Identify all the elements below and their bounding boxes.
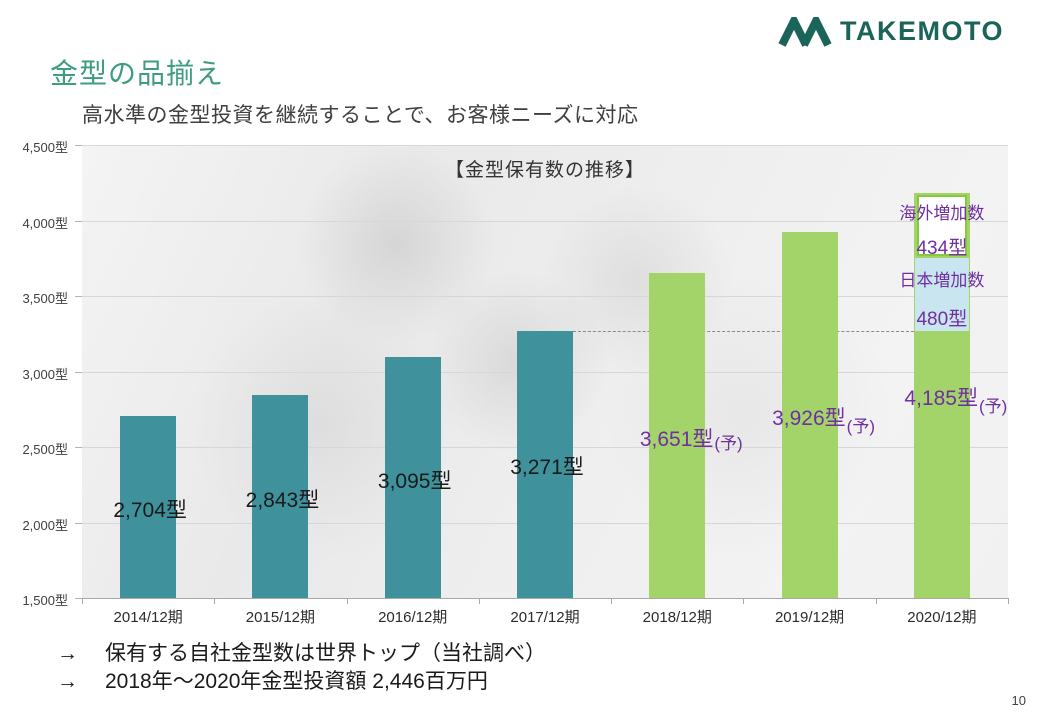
bar-value-label: 3,651型(予) xyxy=(640,423,743,453)
y-axis-tick xyxy=(75,296,82,297)
gridline-4000 xyxy=(82,220,1008,222)
x-axis-tick xyxy=(82,598,83,604)
bar-value-text: 2,843型 xyxy=(245,488,320,512)
x-axis-tick xyxy=(1008,598,1009,604)
chart-title: 【金型保有数の推移】 xyxy=(444,160,645,181)
page-title: 金型の品揃え xyxy=(50,58,225,89)
bar-value-label: 2,843型 xyxy=(246,484,320,514)
x-axis-label: 2019/12期 xyxy=(774,609,845,626)
x-axis-line xyxy=(82,598,1008,599)
x-axis-tick xyxy=(214,598,216,604)
bullet-world-top: → 保有する自社金型数は世界トップ（当社調べ） xyxy=(57,640,546,668)
takemoto-logo: TAKEMOTO xyxy=(778,16,1004,47)
bar-value-text: 3,271型 xyxy=(510,456,584,480)
x-axis-label: 2016/12期 xyxy=(378,609,448,626)
x-axis-tick xyxy=(743,598,745,604)
forecast-suffix: (予) xyxy=(714,433,743,453)
y-axis-tick xyxy=(75,145,82,146)
x-axis-label: 2015/12期 xyxy=(245,609,316,626)
y-axis-label: 1,500型 xyxy=(22,593,68,608)
y-axis-label: 4,500型 xyxy=(22,140,68,155)
y-axis-label: 3,000型 xyxy=(22,366,68,382)
annotation-label: 日本増加数 xyxy=(899,270,985,290)
bullet-investment: → 2018年～2020年金型投資額 2,446百万円 xyxy=(57,668,546,696)
bar-value-text: 3,095型 xyxy=(377,469,452,493)
bullet-investment-text: 2018年～2020年金型投資額 2,446百万円 xyxy=(105,670,488,693)
annotation-value: 434型 xyxy=(916,237,968,259)
bar-value-label: 3,926型(予) xyxy=(772,402,875,436)
dashed-reference-line xyxy=(573,330,914,332)
y-axis-label: 3,500型 xyxy=(22,291,68,306)
x-axis-label: 2020/12期 xyxy=(907,609,977,626)
bullet-world-top-text: 保有する自社金型数は世界トップ（当社調べ） xyxy=(105,642,546,665)
y-axis-tick xyxy=(75,598,82,599)
bar-value-label: 3,095型 xyxy=(378,465,452,495)
bar-2019/12期 xyxy=(781,231,838,598)
annotation-label: 海外増加数 xyxy=(899,203,985,223)
x-axis-label: 2017/12期 xyxy=(510,609,580,626)
gridline-4500 xyxy=(82,145,1008,146)
x-axis-label: 2018/12期 xyxy=(642,609,712,626)
x-axis-tick xyxy=(478,598,480,604)
footer-bullets: → 保有する自社金型数は世界トップ（当社調べ） → 2018年～2020年金型投… xyxy=(57,640,546,696)
bar-2014/12期 xyxy=(120,416,177,598)
arrow-icon: → xyxy=(57,642,78,665)
y-axis-label: 2,000型 xyxy=(22,517,68,533)
bar-value-text: 3,651型 xyxy=(639,427,714,451)
bar-2018/12期 xyxy=(649,273,706,598)
y-axis-tick xyxy=(75,522,82,524)
bar-value-label: 3,271型 xyxy=(510,451,584,481)
bar-2017/12期 xyxy=(517,330,573,598)
bar-value-label: 4,185型(予) xyxy=(904,382,1007,416)
x-axis-label: 2014/12期 xyxy=(113,609,183,626)
forecast-suffix: (予) xyxy=(846,416,876,436)
bar-value-text: 3,926型 xyxy=(772,406,846,430)
annotation-value: 480型 xyxy=(916,308,968,330)
takemoto-logo-text: TAKEMOTO xyxy=(840,16,1004,46)
page-number: 10 xyxy=(1011,693,1026,708)
x-axis-tick xyxy=(346,598,348,604)
forecast-suffix: (予) xyxy=(978,397,1008,417)
y-axis-label: 4,000型 xyxy=(22,215,68,231)
bar-value-text: 2,704型 xyxy=(113,499,187,523)
annotation-box-overseas xyxy=(916,194,967,257)
y-axis-tick xyxy=(75,447,82,448)
y-axis-tick xyxy=(75,220,82,222)
bar-2016/12期 xyxy=(384,357,441,598)
gridline-3500 xyxy=(82,296,1008,297)
annotation-box-japan xyxy=(914,258,969,331)
bar-value-text: 4,185型 xyxy=(904,387,978,411)
bar-2015/12期 xyxy=(252,395,309,598)
x-axis-tick xyxy=(875,598,877,604)
subtitle: 高水準の金型投資を継続することで、お客様ニーズに対応 xyxy=(82,104,639,127)
y-axis-label: 2,500型 xyxy=(22,442,68,457)
takemoto-logo-mark-icon xyxy=(778,16,832,47)
x-axis-tick xyxy=(611,598,613,604)
bar-value-label: 2,704型 xyxy=(113,494,187,524)
arrow-icon: → xyxy=(57,670,78,693)
y-axis-tick xyxy=(75,371,82,373)
